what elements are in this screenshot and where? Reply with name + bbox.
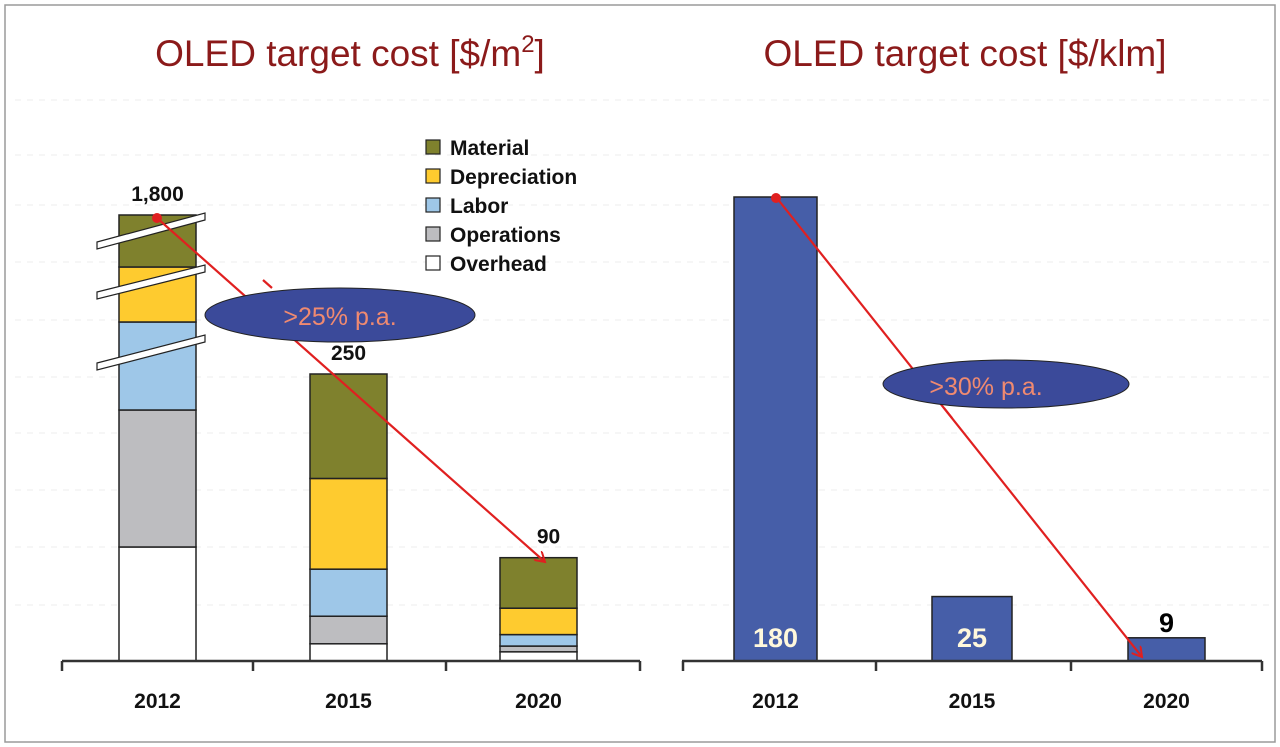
right-chart-title: OLED target cost [$/klm] xyxy=(763,33,1166,74)
bar-segment-operations-2012 xyxy=(118,409,197,548)
value-label-2015: 25 xyxy=(957,623,987,653)
axis-break-mark xyxy=(96,334,206,371)
x-tick-label-2015: 2015 xyxy=(325,690,372,713)
trend-arrow-right xyxy=(775,196,1142,657)
arrow-start-dot-left xyxy=(152,213,162,223)
bar-segment-depreciation-2015 xyxy=(309,477,388,570)
bar-segment-depreciation-2020 xyxy=(499,607,578,636)
annotation-text-right: >30% p.a. xyxy=(929,373,1042,401)
bar-segment-overhead-2012 xyxy=(118,546,197,662)
legend-swatch-material xyxy=(425,139,441,155)
legend-swatch-depreciation xyxy=(425,168,441,184)
bar-2015 xyxy=(931,595,1013,662)
annotation-ellipse-left xyxy=(204,287,476,343)
bar-2020 xyxy=(1127,637,1206,662)
legend-label-material: Material xyxy=(450,137,529,160)
legend-swatch-operations xyxy=(425,226,441,242)
legend-label-overhead: Overhead xyxy=(450,253,547,276)
left-chart-title: OLED target cost [$/m2] xyxy=(155,31,545,74)
value-label-2020: 9 xyxy=(1159,608,1174,638)
legend-label-operations: Operations xyxy=(450,224,561,247)
bar-segment-labor-2020 xyxy=(499,633,578,647)
bar-segment-overhead-2020 xyxy=(499,651,578,662)
bar-2012 xyxy=(733,196,818,662)
bar-segment-labor-2012 xyxy=(118,321,197,411)
legend-swatch-labor xyxy=(425,197,441,213)
bar-segment-operations-2015 xyxy=(309,615,388,645)
x-tick-label-2012: 2012 xyxy=(134,690,181,713)
total-label-2015: 250 xyxy=(331,342,366,365)
trend-arrow-right-overlap xyxy=(943,407,953,419)
annotation-text-left: >25% p.a. xyxy=(283,303,396,331)
bar-segment-material-2020 xyxy=(499,556,578,609)
legend-label-labor: Labor xyxy=(450,195,508,218)
legend-swatch-overhead xyxy=(425,255,441,271)
trend-arrow-left xyxy=(156,217,545,562)
total-label-2020: 90 xyxy=(537,526,560,549)
x-tick-label-2012: 2012 xyxy=(752,690,799,713)
arrow-start-dot-right xyxy=(771,193,781,203)
total-label-2012: 1,800 xyxy=(131,183,184,206)
x-tick-label-2020: 2020 xyxy=(1143,690,1190,713)
bar-segment-operations-2020 xyxy=(499,645,578,653)
axis-break-mark xyxy=(96,264,206,300)
bar-segment-overhead-2015 xyxy=(309,643,388,662)
axis-break-mark xyxy=(96,212,206,250)
x-tick-label-2015: 2015 xyxy=(949,690,996,713)
x-tick-label-2020: 2020 xyxy=(515,690,562,713)
value-label-2012: 180 xyxy=(753,623,798,653)
bar-segment-material-2015 xyxy=(309,373,388,480)
annotation-ellipse-right xyxy=(882,359,1130,409)
legend-label-depreciation: Depreciation xyxy=(450,166,577,189)
trend-arrow-left-overlap xyxy=(262,279,273,289)
bar-segment-labor-2015 xyxy=(309,568,388,617)
frame-border xyxy=(4,4,1276,743)
